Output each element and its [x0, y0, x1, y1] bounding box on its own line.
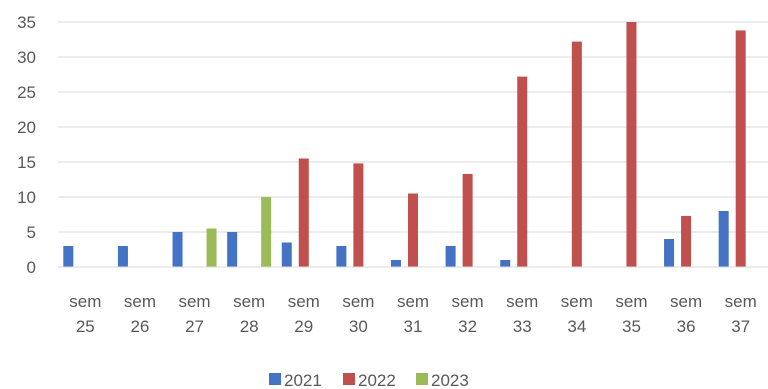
legend-swatch-2023 — [416, 373, 428, 385]
y-tick-label: 5 — [27, 223, 36, 242]
bar-2022-sem-33 — [517, 76, 528, 267]
x-tick-label: sem — [233, 292, 265, 311]
y-tick-label: 25 — [17, 83, 36, 102]
x-tick-label: sem — [178, 292, 210, 311]
bar-2022-sem-35 — [626, 22, 637, 267]
x-tick-label: 33 — [513, 317, 532, 336]
bar-2021-sem-25 — [63, 246, 74, 267]
x-tick-label: sem — [615, 292, 647, 311]
x-tick-label: sem — [725, 292, 757, 311]
x-tick-label: 29 — [294, 317, 313, 336]
legend-label: 2022 — [358, 371, 396, 389]
gridlines — [58, 21, 768, 233]
x-tick-label: sem — [670, 292, 702, 311]
bar-2022-sem-30 — [353, 163, 364, 267]
bar-2021-sem-26 — [117, 246, 128, 267]
legend-label: 2021 — [284, 371, 322, 389]
x-tick-label: sem — [124, 292, 156, 311]
bar-2021-sem-33 — [500, 260, 511, 267]
bar-2021-sem-31 — [391, 260, 401, 267]
y-tick-label: 0 — [27, 258, 36, 277]
x-axis-ticks: sem 25 sem 26 sem 27 sem 28 sem 29 sem 30 sem 31 sem 32… — [69, 292, 757, 336]
x-tick-label: 27 — [185, 317, 204, 336]
bar-2021-sem-32 — [445, 246, 456, 267]
x-tick-label: sem — [342, 292, 374, 311]
bar-2021-sem-30 — [336, 246, 347, 267]
bar-2022-sem-37 — [735, 30, 746, 268]
bar-2022-sem-34 — [571, 41, 582, 267]
x-tick-label: sem — [69, 292, 101, 311]
x-tick-label: 35 — [622, 317, 641, 336]
y-axis-ticks: 0 5 10 15 20 25 30 35 — [17, 13, 36, 277]
legend-swatch-2021 — [269, 373, 281, 385]
bar-2021-sem-28 — [227, 232, 238, 267]
x-tick-label: 26 — [130, 317, 149, 336]
x-tick-label: sem — [506, 292, 538, 311]
legend-label: 2023 — [431, 371, 469, 389]
bar-2021-sem-36 — [664, 239, 675, 267]
y-tick-label: 15 — [17, 153, 36, 172]
x-tick-label: sem — [561, 292, 593, 311]
legend-swatch-2022 — [343, 373, 355, 385]
bars — [63, 22, 746, 268]
x-tick-label: sem — [397, 292, 429, 311]
bar-2023-sem-28 — [261, 197, 272, 267]
x-tick-label: sem — [288, 292, 320, 311]
bar-2022-sem-36 — [681, 215, 692, 267]
x-tick-label: 30 — [349, 317, 368, 336]
y-tick-label: 20 — [17, 118, 36, 137]
bar-2021-sem-29 — [281, 242, 292, 267]
bar-2021-sem-27 — [172, 232, 183, 267]
bar-2023-sem-27 — [206, 228, 217, 267]
x-tick-label: 34 — [567, 317, 586, 336]
y-tick-label: 30 — [17, 48, 36, 67]
x-tick-label: 36 — [677, 317, 696, 336]
y-tick-label: 10 — [17, 188, 36, 207]
x-tick-label: 37 — [731, 317, 750, 336]
bar-2022-sem-31 — [408, 193, 418, 267]
x-tick-label: 31 — [404, 317, 423, 336]
x-tick-label: 28 — [240, 317, 259, 336]
x-tick-label: sem — [452, 292, 484, 311]
bar-2022-sem-32 — [462, 173, 473, 267]
bar-2022-sem-29 — [298, 158, 309, 267]
x-tick-label: 25 — [76, 317, 95, 336]
x-tick-label: 32 — [458, 317, 477, 336]
bar-2021-sem-37 — [718, 211, 729, 267]
y-tick-label: 35 — [17, 13, 36, 32]
legend: 2021 2022 2023 — [269, 371, 469, 389]
